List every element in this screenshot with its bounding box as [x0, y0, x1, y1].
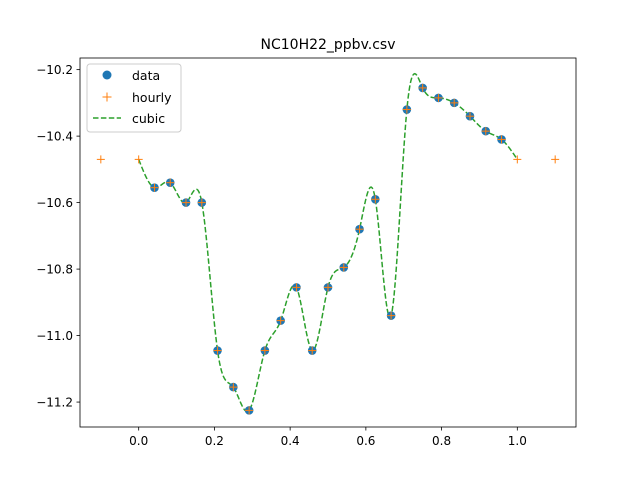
- hourly-point: [308, 346, 317, 355]
- x-tick-label: 0.6: [356, 434, 375, 448]
- hourly-point: [245, 406, 254, 415]
- hourly-point: [497, 135, 506, 144]
- x-tick-label: 1.0: [508, 434, 527, 448]
- y-tick-label: −10.6: [36, 196, 73, 210]
- hourly-point: [324, 283, 332, 292]
- hourly-point: [402, 105, 411, 114]
- hourly-point: [276, 316, 285, 325]
- hourly-point: [551, 155, 560, 164]
- hourly-point: [134, 155, 143, 164]
- legend-hourly-marker: [102, 92, 112, 102]
- legend: data hourly cubic: [86, 63, 182, 133]
- hourly-point: [371, 195, 380, 204]
- y-tick-label: −10.4: [36, 130, 73, 144]
- hourly-point: [465, 112, 474, 121]
- hourly-point: [418, 83, 427, 92]
- x-tick-label: 0.4: [281, 434, 300, 448]
- hourly-point: [355, 225, 364, 234]
- legend-cubic-label: cubic: [132, 111, 165, 126]
- y-tick-label: −10.8: [36, 263, 73, 277]
- hourly-point: [434, 93, 443, 102]
- plot-layer: [96, 72, 560, 415]
- hourly-point: [339, 263, 348, 272]
- hourly-point: [513, 155, 522, 164]
- hourly-point: [260, 346, 269, 355]
- y-tick-label: −11.2: [36, 396, 73, 410]
- x-tick-label: 0.0: [129, 434, 148, 448]
- hourly-point: [387, 311, 396, 320]
- y-tick-label: −11.0: [36, 329, 73, 343]
- cubic-line: [137, 72, 518, 413]
- axes-frame: [79, 57, 577, 428]
- hourly-point: [213, 346, 222, 355]
- hourly-point: [197, 198, 206, 207]
- legend-box: [86, 63, 182, 133]
- legend-hourly-label: hourly: [132, 90, 172, 105]
- hourly-point: [166, 178, 175, 187]
- hourly-point: [182, 198, 191, 207]
- x-tick-label: 0.2: [205, 434, 224, 448]
- hourly-point: [150, 183, 159, 192]
- hourly-point: [450, 98, 459, 107]
- y-tick-label: −10.2: [36, 63, 73, 77]
- hourly-point: [229, 383, 238, 392]
- hourly-point: [481, 127, 490, 136]
- hourly-point: [292, 283, 301, 292]
- legend-data-label: data: [132, 68, 160, 83]
- legend-data-marker: [102, 70, 112, 80]
- x-tick-label: 0.8: [432, 434, 451, 448]
- chart-title: NC10H22_ppbv.csv: [261, 37, 396, 53]
- axis-ticks: 0.0 0.2 0.4 0.6 0.8 1.0 −11.2 −11.0 −10.8 −10.6 −1…: [36, 63, 527, 448]
- hourly-point: [96, 155, 105, 164]
